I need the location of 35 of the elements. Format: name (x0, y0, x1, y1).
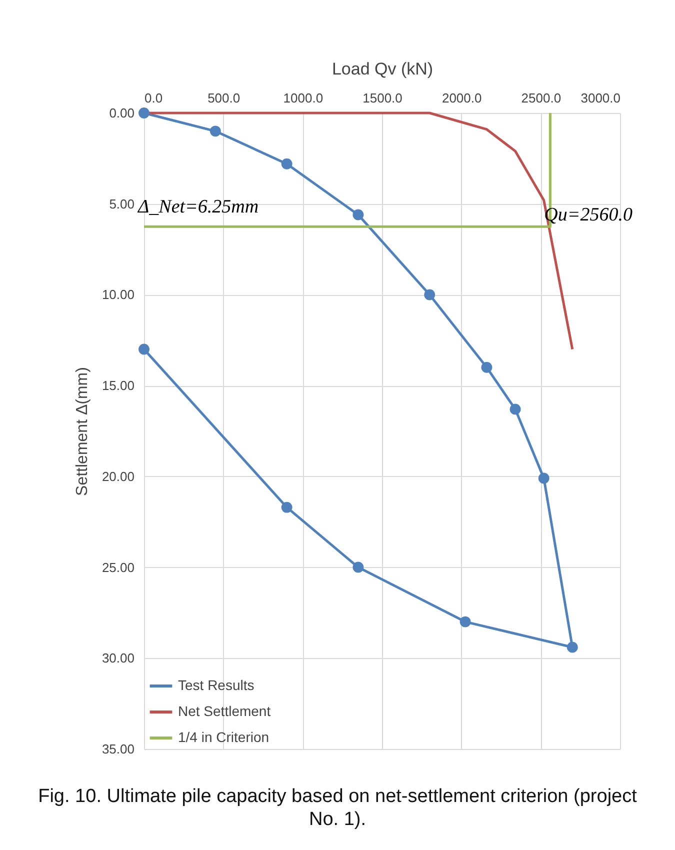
point (460, 616, 471, 628)
point (210, 126, 221, 137)
point (538, 472, 550, 484)
x-axis-title: Load Qv (kN) (332, 60, 434, 78)
legend-label: Net Settlement (178, 703, 271, 719)
x-tick-label: 1500.0 (362, 90, 402, 106)
x-tick-label: 0.0 (144, 90, 163, 106)
caption: Fig. 10. Ultimate pile capacity based on net-settlement criterion (project No. 1). (37, 785, 638, 831)
x-tick-label: 500.0 (208, 90, 240, 106)
legend-label: 1/4 in Criterion (178, 729, 270, 745)
point (281, 502, 292, 513)
y-tick-label: 5.00 (109, 196, 134, 212)
x-tick-label: 1000.0 (283, 90, 324, 106)
annotation: Δ_Net=6.25mm (137, 196, 259, 218)
legend-label: Test Results (178, 677, 254, 693)
point (424, 289, 436, 300)
y-tick-label: 35.00 (102, 742, 134, 756)
y-tick-label: 0.00 (109, 106, 134, 120)
point (352, 562, 364, 573)
point (138, 108, 150, 118)
point (138, 344, 150, 355)
point (352, 209, 364, 220)
y-tick-label: 25.00 (102, 560, 134, 575)
y-tick-label: 10.00 (102, 287, 134, 302)
point (510, 404, 521, 415)
y-tick-label: 20.00 (102, 468, 134, 484)
point (281, 158, 292, 170)
y-tick-label: 30.00 (102, 650, 134, 666)
y-tick-label: 15.00 (102, 378, 134, 394)
x-tick-label: 3000.0 (580, 90, 620, 106)
y-axis-title: Settlement Δ(mm) (74, 367, 91, 496)
x-tick-label: 2000.0 (442, 90, 482, 106)
x-tick-label: 2500.0 (521, 90, 562, 106)
point (481, 362, 492, 373)
point (566, 642, 578, 653)
